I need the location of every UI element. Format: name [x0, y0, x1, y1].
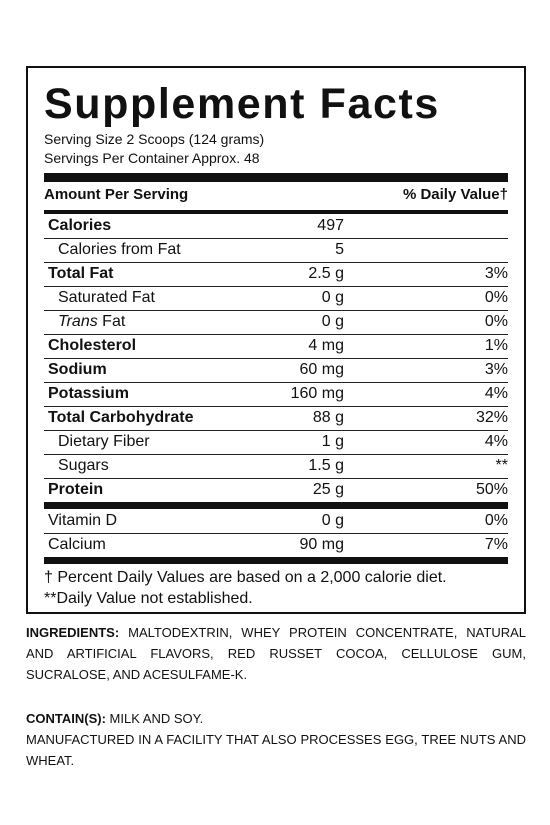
nutrient-name: Cholesterol: [48, 337, 137, 354]
nutrient-name: Vitamin D: [48, 512, 118, 529]
nutrient-dv: 0%: [484, 512, 508, 529]
daily-value-header: % Daily Value†: [402, 186, 508, 203]
nutrient-row-dietary-fiber: Dietary Fiber 1 g 4%: [44, 430, 508, 455]
servings-per-container: Servings Per Container Approx. 48: [44, 150, 260, 166]
nutrient-dv: 4%: [484, 433, 508, 450]
nutrient-row-calories-from-fat: Calories from Fat 5: [44, 238, 508, 263]
nutrient-amount: 90 mg: [299, 536, 344, 553]
trans-fat-rest: Fat: [97, 313, 126, 330]
nutrient-name: Sugars: [58, 457, 109, 474]
nutrient-name: Total Carbohydrate: [48, 409, 194, 426]
nutrient-row-vitamin-d: Vitamin D 0 g 0%: [44, 509, 508, 534]
nutrient-dv: 3%: [484, 361, 508, 378]
nutrient-row-calcium: Calcium 90 mg 7%: [44, 533, 508, 557]
nutrient-row-sugars: Sugars 1.5 g **: [44, 454, 508, 479]
ingredients-label: INGREDIENTS:: [26, 625, 120, 640]
contains-text: MILK AND SOY.: [105, 711, 204, 726]
nutrient-row-total-fat: Total Fat 2.5 g 3%: [44, 262, 508, 287]
nutrient-dv: 0%: [484, 313, 508, 330]
nutrient-name: Calories: [48, 217, 112, 234]
nutrient-name: Calcium: [48, 536, 106, 553]
amount-per-serving-header: Amount Per Serving: [44, 186, 189, 203]
nutrient-dv: 50%: [475, 481, 508, 498]
nutrient-dv: 1%: [484, 337, 508, 354]
vitamin-divider: [44, 502, 508, 509]
nutrient-row-protein: Protein 25 g 50%: [44, 478, 508, 502]
nutrient-name: Sodium: [48, 361, 107, 378]
nutrient-amount: 1 g: [321, 433, 344, 450]
nutrient-row-saturated-fat: Saturated Fat 0 g 0%: [44, 286, 508, 311]
supplement-facts-panel: Supplement Facts Serving Size 2 Scoops (…: [26, 66, 526, 614]
nutrient-amount: 4 mg: [308, 337, 344, 354]
nutrient-row-sodium: Sodium 60 mg 3%: [44, 358, 508, 383]
nutrient-amount: 88 g: [312, 409, 344, 426]
ingredients-statement: INGREDIENTS: MALTODEXTRIN, WHEY PROTEIN …: [26, 622, 526, 685]
nutrient-name: Dietary Fiber: [58, 433, 150, 450]
nutrient-dv: 32%: [475, 409, 508, 426]
nutrient-row-total-carbohydrate: Total Carbohydrate 88 g 32%: [44, 406, 508, 431]
nutrient-dv: 0%: [484, 289, 508, 306]
nutrient-name: Potassium: [48, 385, 129, 402]
nutrient-dv: 4%: [484, 385, 508, 402]
nutrient-name: Trans Fat: [58, 312, 125, 332]
panel-title: Supplement Facts: [44, 80, 440, 128]
allergen-statement: CONTAIN(S): MILK AND SOY.: [26, 708, 526, 729]
nutrient-row-potassium: Potassium 160 mg 4%: [44, 382, 508, 407]
nutrient-amount: 160 mg: [290, 385, 344, 402]
nutrient-amount: 5: [335, 241, 344, 258]
nutrient-amount: 497: [317, 217, 344, 234]
nutrient-row-cholesterol: Cholesterol 4 mg 1%: [44, 334, 508, 359]
nutrient-name: Calories from Fat: [58, 241, 181, 258]
nutrient-dv: 7%: [484, 536, 508, 553]
serving-size: Serving Size 2 Scoops (124 grams): [44, 131, 265, 147]
nutrient-name: Total Fat: [48, 265, 114, 282]
contains-label: CONTAIN(S):: [26, 711, 106, 726]
nutrient-amount: 1.5 g: [308, 457, 344, 474]
nutrient-amount: 0 g: [321, 289, 344, 306]
footnote-not-established: **Daily Value not established.: [44, 590, 253, 607]
footnote-divider: [44, 557, 508, 564]
facility-statement: MANUFACTURED IN A FACILITY THAT ALSO PRO…: [26, 732, 526, 768]
footnote-daily-values: † Percent Daily Values are based on a 2,…: [44, 569, 447, 586]
nutrient-amount: 0 g: [321, 512, 344, 529]
nutrient-amount: 0 g: [321, 313, 344, 330]
nutrient-row-calories: Calories 497: [44, 214, 508, 239]
ingredients-text: MALTODEXTRIN, WHEY PROTEIN CONCENTRATE, …: [26, 625, 526, 682]
nutrient-name: Protein: [48, 481, 104, 498]
nutrient-amount: 25 g: [312, 481, 344, 498]
thick-divider: [44, 173, 508, 182]
trans-italic: Trans: [58, 313, 98, 330]
column-header: Amount Per Serving % Daily Value†: [44, 186, 508, 208]
nutrient-dv: 3%: [484, 265, 508, 282]
nutrient-row-trans-fat: Trans Fat 0 g 0%: [44, 310, 508, 335]
nutrient-name: Saturated Fat: [58, 289, 155, 306]
nutrient-dv: **: [495, 457, 508, 474]
nutrient-amount: 60 mg: [299, 361, 344, 378]
nutrient-amount: 2.5 g: [308, 265, 344, 282]
header-divider: [44, 210, 508, 214]
